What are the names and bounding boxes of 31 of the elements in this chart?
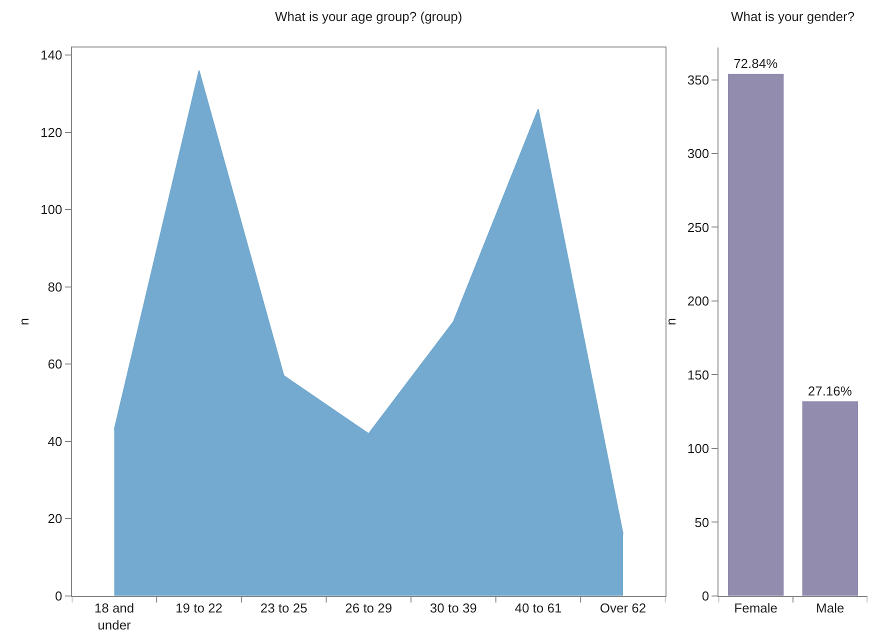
- y-axis-title: n: [663, 318, 678, 326]
- x-tick-label: Over 62: [600, 600, 646, 616]
- x-tick-label: 40 to 61: [514, 600, 562, 616]
- y-tick-label: 40: [48, 434, 62, 449]
- y-tick-label: 140: [40, 48, 62, 63]
- y-tick-label: 20: [48, 511, 62, 526]
- y-tick-label: 60: [48, 356, 62, 372]
- y-tick-label: 200: [687, 294, 710, 309]
- x-tick-label: 30 to 39: [430, 600, 477, 616]
- y-tick-label: 80: [48, 279, 62, 294]
- y-tick-label: 250: [687, 220, 710, 235]
- text: 72.84%: [734, 56, 778, 71]
- chart-title: What is your age group? (group): [275, 9, 462, 24]
- y-tick-label: 150: [687, 367, 710, 382]
- x-tick-label: 19 to 22: [176, 600, 223, 616]
- x-tick-label: Male: [816, 600, 844, 616]
- x-tick-label: 26 to 29: [345, 600, 392, 616]
- y-tick-label: 350: [687, 72, 710, 88]
- y-tick-label: 120: [40, 124, 62, 140]
- y-tick-label: 300: [687, 146, 710, 162]
- x-tick-label: Female: [734, 600, 778, 616]
- chart-title: What is your gender?: [731, 9, 855, 24]
- y-tick-label: 0: [702, 588, 710, 604]
- text: 27.16%: [808, 383, 852, 398]
- x-tick-label: 18 and under: [94, 600, 134, 632]
- x-tick-label: 23 to 25: [260, 600, 308, 616]
- y-axis-title: n: [16, 318, 32, 326]
- y-tick-label: 0: [55, 588, 62, 604]
- y-tick-label: 100: [687, 441, 710, 456]
- y-tick-label: 100: [40, 202, 62, 218]
- y-tick-label: 50: [694, 514, 710, 530]
